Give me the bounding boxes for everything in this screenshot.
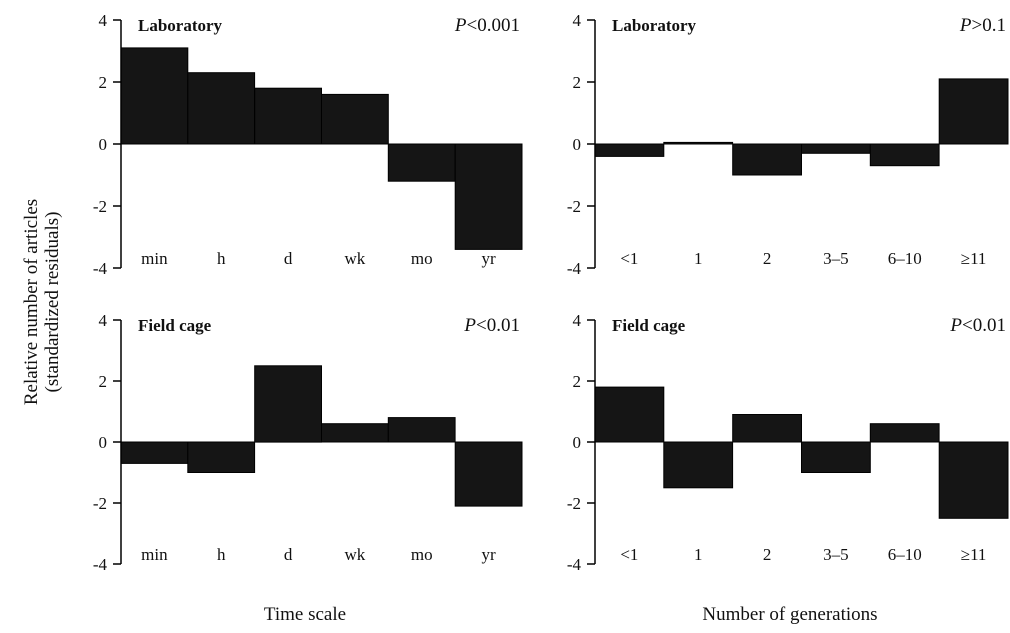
y-tick-label: 0: [573, 433, 582, 452]
x-axis-title-right: Number of generations: [702, 604, 877, 625]
y-axis-title: Relative number of articles (standardize…: [21, 199, 63, 405]
category-label: d: [284, 545, 293, 564]
p-value-annotation: P<0.01: [463, 315, 520, 336]
bar-1-4: [321, 93, 389, 145]
p-value-annotation: P>0.1: [959, 15, 1006, 36]
bar-3-3: [254, 365, 322, 443]
category-label: <1: [620, 249, 638, 268]
y-tick-label: 4: [573, 11, 582, 30]
chart-panel-2: 4 2 0 -2 -4 <1 1 2 3–5 6–10 ≥11 Laboratory P>0.1: [567, 11, 1009, 278]
y-tick-label: 0: [573, 135, 582, 154]
category-label: yr: [482, 545, 497, 564]
y-tick-label: -4: [567, 259, 582, 278]
category-label: wk: [345, 249, 366, 268]
y-tick-label: 2: [573, 372, 582, 391]
y-tick-label: -4: [567, 555, 582, 574]
y-axis-title-line1: Relative number of articles: [21, 199, 42, 405]
bar-3-5: [387, 417, 456, 443]
panels: 4 2 0 -2 -4 min h d wk mo yr Laboratory P<0.001 4 2 0 -2…: [93, 11, 1009, 574]
bar-1-6: [454, 143, 523, 250]
category-label: mo: [411, 249, 433, 268]
y-tick-label: 2: [99, 73, 108, 92]
y-tick-label: -2: [93, 197, 107, 216]
category-label: <1: [620, 545, 638, 564]
y-tick-label: 0: [99, 135, 108, 154]
p-value-annotation: P<0.001: [454, 15, 520, 36]
y-tick-label: 4: [99, 11, 108, 30]
panel-title: Field cage: [612, 316, 686, 335]
bar-3-4: [321, 423, 389, 443]
y-tick-label: 4: [99, 311, 108, 330]
category-label: ≥11: [961, 249, 987, 268]
bar-2-3: [732, 143, 803, 176]
bar-4-3: [732, 414, 803, 443]
bar-1-5: [387, 143, 456, 182]
bar-4-2: [663, 441, 734, 489]
bar-4-5: [869, 423, 940, 443]
bar-2-2: [663, 141, 734, 145]
bar-4-6: [938, 441, 1009, 519]
category-label: 1: [694, 545, 703, 564]
category-label: min: [141, 249, 168, 268]
y-axis-title-line2: (standardized residuals): [42, 212, 63, 393]
panel-title: Field cage: [138, 316, 212, 335]
category-label: 2: [763, 249, 772, 268]
y-tick-label: -2: [567, 494, 581, 513]
bar-1-3: [254, 87, 322, 145]
y-tick-label: -2: [567, 197, 581, 216]
category-label: 6–10: [888, 249, 922, 268]
category-label: 6–10: [888, 545, 922, 564]
category-label: h: [217, 249, 226, 268]
bar-4-4: [801, 441, 871, 473]
category-label: ≥11: [961, 545, 987, 564]
category-label: yr: [482, 249, 497, 268]
bar-2-5: [869, 143, 940, 167]
category-label: 3–5: [823, 545, 849, 564]
bar-4-1: [594, 386, 665, 443]
category-label: min: [141, 545, 168, 564]
y-tick-label: 0: [99, 433, 108, 452]
panel-title: Laboratory: [138, 16, 223, 35]
bar-3-2: [187, 441, 256, 473]
category-label: h: [217, 545, 226, 564]
category-label: d: [284, 249, 293, 268]
y-tick-label: 4: [573, 311, 582, 330]
bar-3-1: [120, 441, 189, 464]
category-label: 2: [763, 545, 772, 564]
category-label: 3–5: [823, 249, 849, 268]
bar-2-4: [801, 143, 871, 154]
bar-2-6: [938, 78, 1009, 145]
category-label: mo: [411, 545, 433, 564]
chart-panel-1: 4 2 0 -2 -4 min h d wk mo yr Laboratory P<0.001: [93, 11, 523, 278]
chart-panel-3: 4 2 0 -2 -4 min h d wk mo yr Field cage P<0.01: [93, 311, 523, 574]
p-value-annotation: P<0.01: [949, 315, 1006, 336]
category-label: wk: [345, 545, 366, 564]
y-tick-label: 2: [573, 73, 582, 92]
y-tick-label: -4: [93, 555, 108, 574]
bar-3-6: [454, 441, 523, 507]
bar-2-1: [594, 143, 665, 157]
category-label: 1: [694, 249, 703, 268]
bar-1-1: [120, 47, 189, 145]
y-tick-label: 2: [99, 372, 108, 391]
x-axis-title-left: Time scale: [264, 604, 346, 625]
bar-1-2: [187, 72, 256, 145]
panel-title: Laboratory: [612, 16, 697, 35]
y-tick-label: -4: [93, 259, 108, 278]
chart-panel-4: 4 2 0 -2 -4 <1 1 2 3–5 6–10 ≥11 Field cage P<0.01: [567, 311, 1009, 574]
y-tick-label: -2: [93, 494, 107, 513]
